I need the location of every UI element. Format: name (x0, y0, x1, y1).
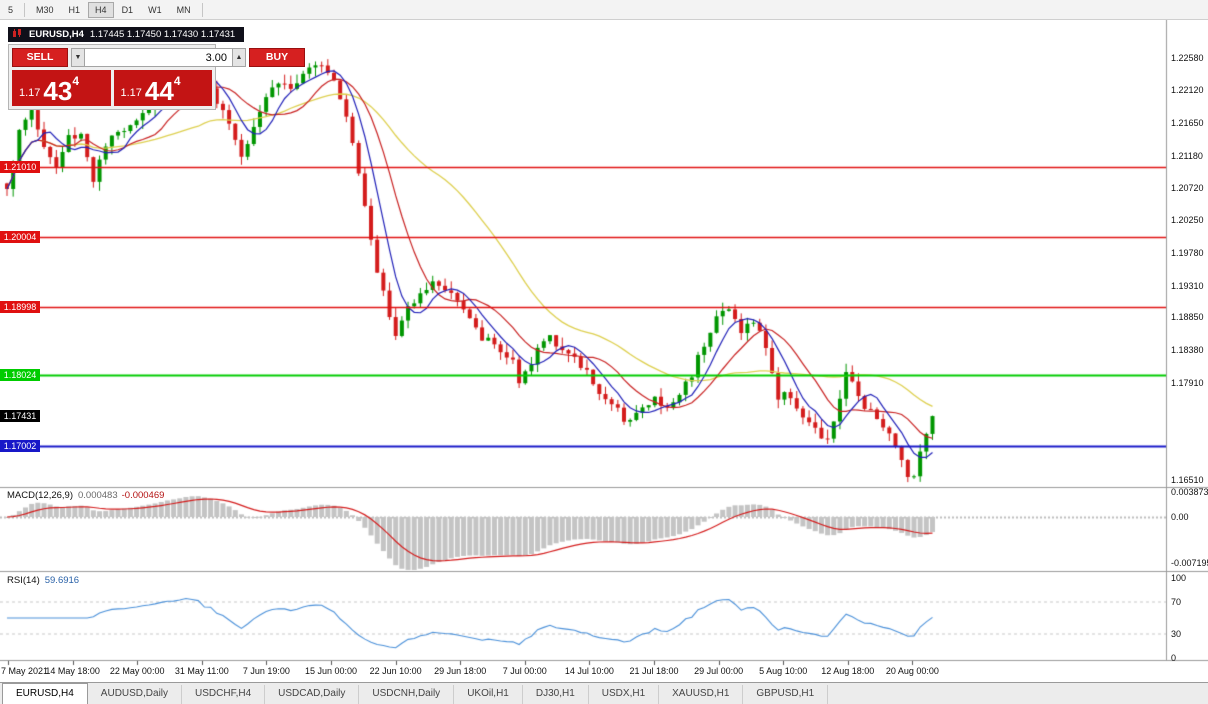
rsi-title: RSI(14) (7, 575, 40, 586)
volume-decrease-icon[interactable]: ▼ (71, 48, 85, 67)
chart-tab-usdcad-daily[interactable]: USDCAD,Daily (265, 685, 360, 704)
chart-symbol-title: EURUSD,H4 (29, 29, 84, 40)
chart-tab-eurusd-h4[interactable]: EURUSD,H4 (2, 683, 88, 704)
chart-tab-usdx-h1[interactable]: USDX,H1 (589, 685, 660, 704)
buy-price-prefix: 1.17 (120, 87, 142, 99)
volume-increase-icon[interactable]: ▲ (232, 48, 246, 67)
chart-window-icon (12, 28, 23, 41)
toolbar-separator (24, 2, 26, 17)
volume-stepper: ▼ ▲ (71, 48, 246, 67)
buy-price-display[interactable]: 1.17 44 4 (113, 70, 212, 106)
macd-title: MACD(12,26,9) (7, 490, 73, 501)
timeframe-button-m30[interactable]: M30 (36, 4, 54, 15)
chart-area: EURUSD,H4 1.17445 1.17450 1.17430 1.1743… (0, 20, 1208, 682)
chart-titlebar: EURUSD,H4 1.17445 1.17450 1.17430 1.1743… (8, 27, 245, 42)
volume-input[interactable] (85, 48, 232, 67)
sell-price-prefix: 1.17 (19, 87, 41, 99)
chart-tab-dj30-h1[interactable]: DJ30,H1 (523, 685, 589, 704)
buy-button[interactable]: BUY (249, 48, 305, 67)
buy-price-big: 44 (144, 76, 174, 106)
chart-tabs-bar: EURUSD,H4 AUDUSD,Daily USDCHF,H4 USDCAD,Dai… (0, 682, 1208, 704)
rsi-indicator-label: RSI(14) 59.6916 (7, 575, 79, 586)
rsi-value: 59.6916 (44, 575, 80, 586)
macd-indicator-label: MACD(12,26,9) 0.000483 -0.000469 (7, 490, 164, 501)
chart-tab-xauusd-h1[interactable]: XAUUSD,H1 (659, 685, 744, 704)
price-chart-canvas[interactable] (0, 20, 1208, 682)
timeframe-button-5[interactable]: 5 (8, 4, 14, 15)
chart-ohlc-values: 1.17445 1.17450 1.17430 1.17431 (89, 29, 236, 40)
chart-tab-usdcnh-daily[interactable]: USDCNH,Daily (359, 685, 455, 704)
sell-price-big: 43 (43, 76, 73, 106)
toolbar-separator (201, 2, 203, 17)
chart-tab-audusd-daily[interactable]: AUDUSD,Daily (88, 685, 183, 704)
macd-main-value: 0.000483 (78, 490, 118, 501)
sell-button[interactable]: SELL (12, 48, 68, 67)
timeframe-button-mn[interactable]: MN (176, 4, 191, 15)
sell-price-display[interactable]: 1.17 43 4 (12, 70, 111, 106)
timeframe-toolbar: 5 M30 H1 H4 D1 W1 MN (0, 0, 1208, 20)
timeframe-button-h4[interactable]: H4 (88, 1, 114, 18)
chart-tab-gbpusd-h1[interactable]: GBPUSD,H1 (743, 685, 829, 704)
timeframe-button-d1[interactable]: D1 (121, 4, 134, 15)
timeframe-button-w1[interactable]: W1 (148, 4, 162, 15)
macd-signal-value: -0.000469 (121, 490, 165, 501)
sell-price-sup: 4 (72, 74, 80, 88)
chart-tab-ukoil-h1[interactable]: UKOil,H1 (454, 685, 523, 704)
timeframe-button-h1[interactable]: H1 (68, 4, 81, 15)
chart-tab-usdchf-h4[interactable]: USDCHF,H4 (182, 685, 266, 704)
buy-price-sup: 4 (173, 74, 181, 88)
